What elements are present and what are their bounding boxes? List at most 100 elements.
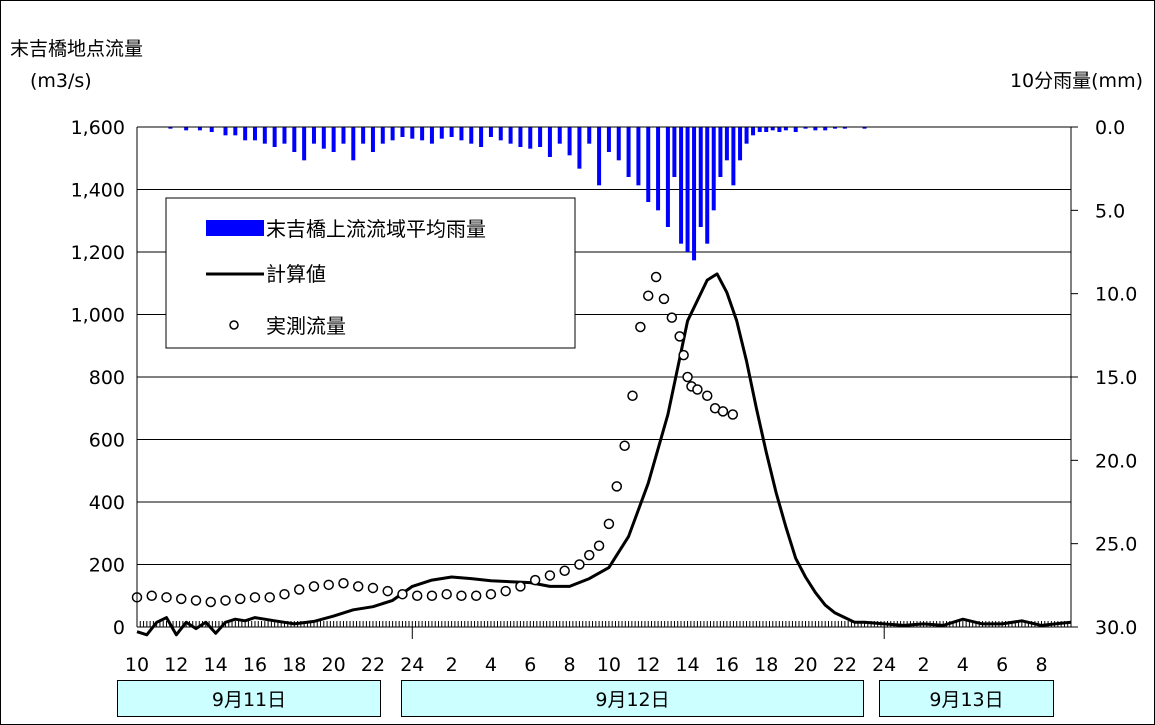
- rainfall-bar: [292, 127, 297, 152]
- observed-flow-point: [146, 590, 157, 601]
- rainfall-bar: [567, 127, 572, 156]
- rainfall-bar: [751, 127, 756, 136]
- rainfall-bar: [429, 127, 434, 144]
- rainfall-bar: [168, 127, 173, 129]
- x-hour-label: 12: [164, 654, 188, 676]
- rainfall-bar: [770, 127, 775, 131]
- rainfall-bar: [508, 127, 513, 144]
- y-left-tick-label: 400: [89, 492, 125, 514]
- x-hour-label: 24: [400, 654, 424, 676]
- rainfall-bar: [679, 127, 684, 244]
- rainfall-bar: [764, 127, 769, 132]
- rainfall-bar: [449, 127, 454, 137]
- observed-flow-point: [249, 592, 261, 603]
- y-left-title-line1: 末吉橋地点流量: [10, 38, 143, 60]
- rainfall-bar: [439, 127, 444, 139]
- legend-rain-swatch: [206, 220, 264, 236]
- y-left-tick-label: 1,400: [71, 180, 125, 202]
- observed-flow-point: [205, 596, 216, 608]
- x-hour-label: 20: [793, 654, 817, 676]
- observed-flow-point: [323, 579, 334, 591]
- rainfall-bar: [597, 127, 602, 186]
- x-axis-ticks: 10 12 14 16 18 20 22 24 2 4 6 8 10 12 14 16 18 20 22 24 2 4 6 8: [125, 621, 1072, 676]
- y-right-tick-label: 5.0: [1095, 200, 1125, 222]
- observed-flow-point: [367, 582, 379, 594]
- x-hour-label: 12: [636, 654, 660, 676]
- rainfall-bar: [184, 127, 189, 131]
- observed-flow-point: [220, 595, 231, 606]
- rainfall-bar: [282, 127, 287, 144]
- legend-obs-label: 実測流量: [266, 314, 346, 338]
- y-right-tick-label: 15.0: [1095, 367, 1137, 389]
- x-hour-label: 22: [361, 654, 385, 676]
- observed-flow-point: [382, 585, 393, 597]
- x-hour-label: 4: [957, 654, 969, 676]
- observed-flow-point: [470, 590, 482, 601]
- observed-flow-point: [603, 518, 615, 530]
- observed-flow-point: [308, 581, 320, 592]
- x-hour-label: 18: [754, 654, 778, 676]
- rainfall-bar: [243, 127, 248, 141]
- rainfall-bar: [479, 127, 484, 147]
- rainfall-bar: [410, 127, 415, 139]
- rainfall-bar: [223, 127, 228, 136]
- y-right-tick-label: 30.0: [1095, 617, 1137, 639]
- x-hour-label: 8: [564, 654, 576, 676]
- rainfall-bar: [744, 127, 749, 144]
- observed-flow-point: [635, 321, 646, 333]
- observed-flow-point: [678, 349, 689, 361]
- rainfall-bar: [724, 127, 729, 161]
- observed-flow-point: [674, 331, 685, 342]
- rainfall-bar: [233, 127, 238, 136]
- rainfall-bar: [400, 127, 405, 137]
- rainfall-bar: [518, 127, 523, 147]
- rainfall-bar: [459, 127, 464, 141]
- rainfall-bar: [488, 127, 493, 137]
- rainfall-bar: [646, 127, 651, 202]
- rainfall-bar: [528, 127, 533, 149]
- rainfall-bar: [656, 127, 661, 211]
- observed-flow-point: [584, 549, 595, 561]
- rainfall-bar: [420, 127, 425, 141]
- y-right-tick-label: 20.0: [1095, 450, 1137, 472]
- date-label-sep12: 9月12日: [401, 680, 864, 717]
- observed-flow-point: [574, 559, 585, 570]
- legend-rain-label: 末吉橋上流流域平均雨量: [266, 217, 486, 241]
- rainfall-bars: [168, 127, 867, 261]
- rainfall-bar: [209, 127, 214, 132]
- y-right-tick-label: 0.0: [1095, 117, 1125, 139]
- rainfall-bar: [692, 127, 697, 261]
- y-left-tick-label: 200: [89, 555, 125, 577]
- rainfall-bar: [685, 127, 690, 252]
- x-hour-label: 14: [204, 654, 228, 676]
- observed-flow-point: [485, 588, 497, 600]
- rainfall-bar: [833, 127, 838, 129]
- rainfall-bar: [813, 127, 818, 131]
- y-left-tick-label: 1,600: [71, 117, 125, 139]
- y-right-tick-label: 25.0: [1095, 534, 1137, 556]
- y-left-tick-label: 0: [113, 617, 125, 639]
- x-hour-label: 8: [1035, 654, 1047, 676]
- x-hour-label: 22: [833, 654, 857, 676]
- rainfall-bar: [636, 127, 641, 186]
- observed-flow-point: [658, 293, 670, 305]
- observed-flow-point: [426, 590, 438, 601]
- observed-flow-point: [456, 590, 467, 601]
- observed-flow-point: [559, 565, 570, 576]
- x-hour-label: 2: [917, 654, 929, 676]
- observed-flow-point: [411, 590, 423, 601]
- rainfall-bar: [718, 127, 723, 177]
- observed-flow-point: [593, 540, 605, 551]
- rainfall-bar: [351, 127, 356, 161]
- rainfall-bar: [587, 127, 592, 144]
- x-hour-label: 10: [125, 654, 149, 676]
- y-left-tick-label: 800: [89, 367, 125, 389]
- rainfall-bar: [606, 127, 611, 152]
- rainfall-bar: [616, 127, 621, 161]
- x-hour-label: 16: [243, 654, 267, 676]
- observed-flow-point: [352, 581, 364, 592]
- rainfall-bar: [793, 127, 798, 132]
- observed-flow-point: [293, 584, 305, 595]
- rainfall-bar: [272, 127, 277, 147]
